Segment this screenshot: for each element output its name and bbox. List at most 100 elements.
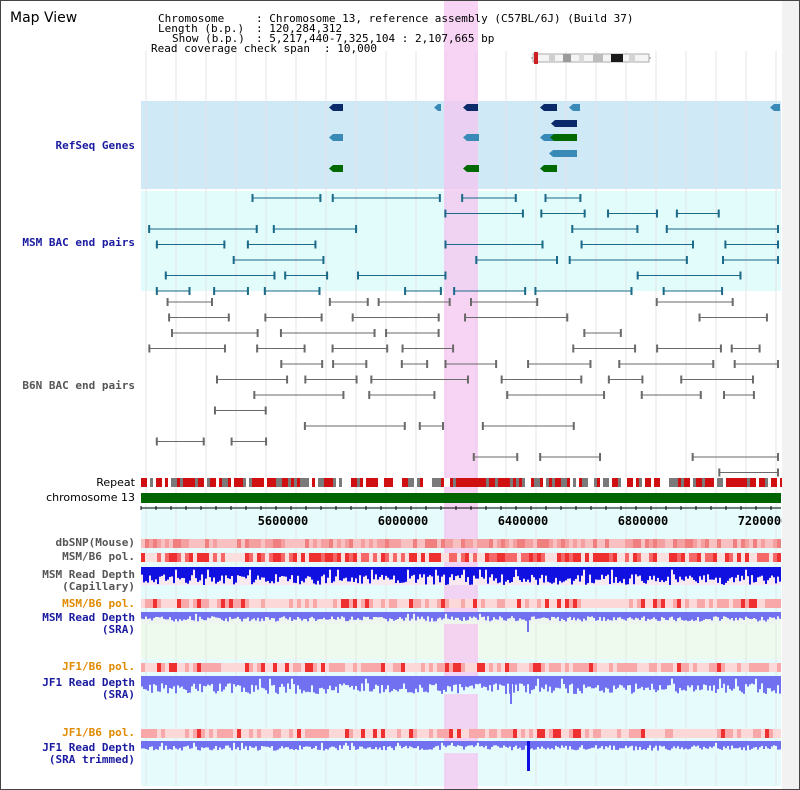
depth-bar [429,676,431,685]
track-label-dbsnp[interactable]: dbSNP(Mouse) [55,536,135,549]
depth-bar [493,676,495,685]
repeat-segment [603,478,606,487]
polymorphism-cell [513,539,517,548]
depth-bar [663,567,665,583]
depth-bar [477,676,479,685]
depth-bar [359,612,361,620]
polymorphism-cell [605,729,609,738]
polymorphism-cell [473,663,477,672]
bac-end [583,329,586,337]
bac-end [721,287,724,295]
track-label-msm-b6-pol-sra[interactable]: MSM/B6 pol. [62,597,135,610]
polymorphism-cell [217,729,221,738]
depth-bar [517,612,519,621]
depth-bar [335,676,337,687]
depth-bar [217,676,219,692]
depth-bar [309,676,311,693]
polymorphism-cell [265,599,269,608]
length-value: : 120,284,312 [256,22,343,35]
repeat-segment [780,478,783,487]
track-label-jf1-b6-pol[interactable]: JF1/B6 pol. [62,660,135,673]
depth-bar [545,676,547,685]
depth-bar [675,612,677,622]
depth-bar [145,676,147,690]
track-label-msm-bac[interactable]: MSM BAC end pairs [22,236,135,249]
depth-bar [245,567,247,579]
depth-bar [285,676,287,693]
track-label-refseq[interactable]: RefSeq Genes [55,139,135,152]
depth-bar [699,567,701,577]
depth-bar [757,567,759,578]
polymorphism-cell [565,663,569,672]
bac-end [355,375,358,384]
polymorphism-cell [477,599,481,608]
depth-bar [547,612,549,619]
polymorphism-cell [737,663,741,672]
repeat-segment [666,478,669,487]
polymorphism-cell [293,553,297,562]
depth-bar [505,676,507,694]
polymorphism-cell [249,553,253,562]
polymorphism-cell [325,599,329,608]
polymorphism-cell [145,553,149,562]
polymorphism-cell [689,599,693,608]
depth-bar [237,567,239,576]
polymorphism-cell [177,729,181,738]
polymorphism-cell [189,599,193,608]
depth-bar [397,676,399,692]
track-label-jf1-b6-pol-2[interactable]: JF1/B6 pol. [62,726,135,739]
polymorphism-cell [565,729,569,738]
polymorphism-cell [485,729,489,738]
depth-bar [399,567,401,583]
polymorphism-cell [177,539,181,548]
polymorphism-cell [393,663,397,672]
depth-bar [573,676,575,694]
polymorphism-cell [549,539,553,548]
track-label-msm-read-depth-sra[interactable]: MSM Read Depth (SRA) [42,611,135,636]
depth-bar [219,612,221,619]
depth-bar [691,676,693,686]
repeat-segment [621,478,624,487]
depth-bar [759,676,761,690]
repeat-segment [471,478,474,487]
depth-bar [457,567,459,576]
polymorphism-cell [501,729,505,738]
depth-bar [687,741,689,750]
polymorphism-cell [717,729,721,738]
depth-bar [573,612,575,618]
polymorphism-cell [585,539,589,548]
depth-bar [771,612,773,618]
polymorphism-cell [557,539,561,548]
depth-bar [169,741,171,749]
polymorphism-cell [453,729,457,738]
track-label-msm-read-depth-capillary[interactable]: MSM Read Depth (Capillary) [42,568,135,593]
depth-bar [703,567,705,576]
repeat-segment [714,478,717,487]
depth-bar [309,612,311,618]
depth-bar [191,741,193,749]
polymorphism-cell [161,599,165,608]
track-label-b6n-bac[interactable]: B6N BAC end pairs [22,379,135,392]
depth-bar [465,741,467,747]
bac-end [589,360,592,368]
polymorphism-cell [289,663,293,672]
depth-bar [677,567,679,583]
polymorphism-cell [657,599,661,608]
depth-bar [553,676,555,691]
polymorphism-cell [305,553,309,562]
polymorphism-cell [397,729,401,738]
depth-bar [627,676,629,686]
track-label-jf1-read-depth-sra[interactable]: JF1 Read Depth (SRA) [42,676,135,701]
depth-bar [689,567,691,576]
polymorphism-cell [489,663,493,672]
depth-bar [391,741,393,748]
polymorphism-cell [533,553,537,562]
polymorphism-cell [597,729,601,738]
polymorphism-cell [493,599,497,608]
depth-bar [479,567,481,570]
depth-bar [277,741,279,750]
repeat-segment [426,478,429,487]
polymorphism-cell [353,663,357,672]
track-label-jf1-read-depth-trimmed[interactable]: JF1 Read Depth (SRA trimmed) [42,741,135,766]
track-label-msm-b6-pol[interactable]: MSM/B6 pol. [62,550,135,563]
